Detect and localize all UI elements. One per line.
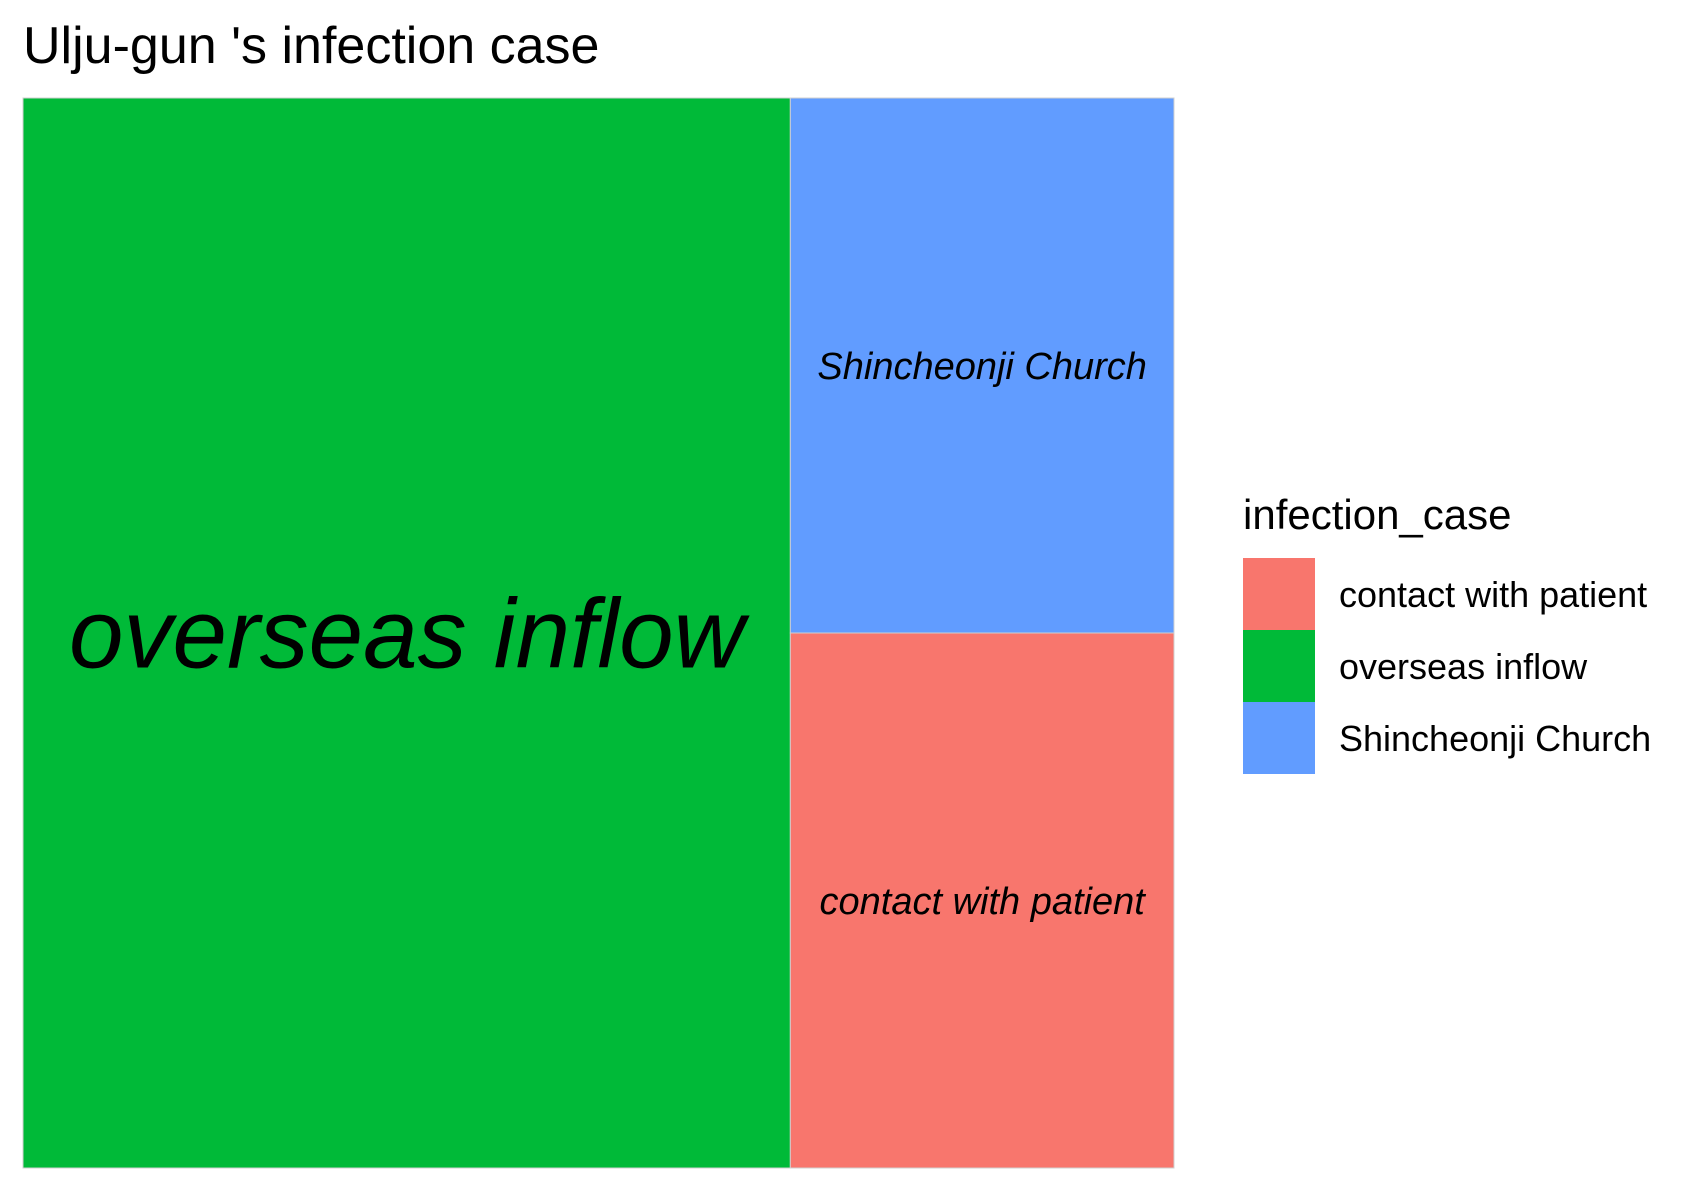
tile-contact-with-patient — [789, 632, 1175, 1169]
legend-items: contact with patient overseas inflow Shinc… — [1243, 558, 1651, 774]
treemap-tile-labels: overseas inflow Shincheonji Church contact… — [69, 346, 1147, 923]
tile-label-contact-with-patient: contact with patient — [820, 881, 1147, 923]
treemap-tiles — [22, 97, 1175, 1169]
tile-label-overseas-inflow: overseas inflow — [69, 578, 751, 688]
tile-shincheonji-church — [789, 97, 1175, 634]
tile-label-shincheonji-church: Shincheonji Church — [817, 346, 1147, 388]
legend-label-overseas-inflow: overseas inflow — [1339, 646, 1588, 687]
chart-title: Ulju-gun 's infection case — [23, 17, 599, 75]
legend-title: infection_case — [1243, 491, 1512, 538]
legend: infection_case contact with patient overs… — [1243, 491, 1651, 774]
legend-label-shincheonji-church: Shincheonji Church — [1339, 718, 1651, 759]
tile-overseas-inflow — [22, 97, 791, 1169]
legend-key-shincheonji-church — [1243, 702, 1315, 774]
legend-label-contact-with-patient: contact with patient — [1339, 574, 1647, 615]
legend-key-contact-with-patient — [1243, 558, 1315, 630]
legend-key-overseas-inflow — [1243, 630, 1315, 702]
